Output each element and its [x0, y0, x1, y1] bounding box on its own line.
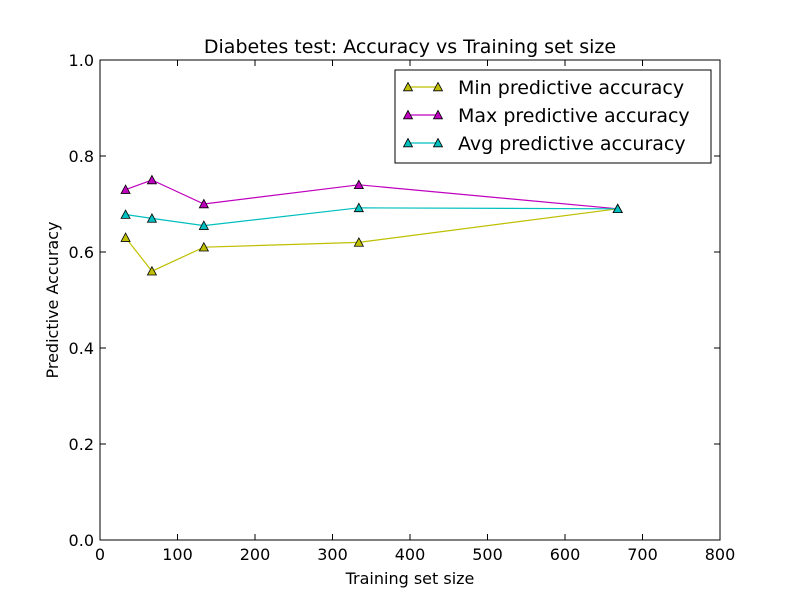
- x-axis-label: Training set size: [345, 569, 475, 588]
- data-point: [198, 241, 210, 252]
- legend-marker: [402, 137, 414, 148]
- x-tick-label: 800: [705, 545, 736, 564]
- series-2: [120, 202, 623, 230]
- y-axis: 0.0 0.2 0.4 0.6 0.8 1.0: [69, 51, 720, 550]
- data-point: [146, 265, 158, 276]
- legend: Min predictive accuracy Max predictive ac…: [394, 69, 712, 164]
- data-point: [146, 213, 158, 223]
- x-tick-label: 400: [395, 545, 426, 564]
- data-point: [353, 179, 365, 190]
- data-point: [146, 174, 158, 185]
- data-point: [120, 184, 131, 194]
- y-tick-label: 0.8: [69, 147, 94, 166]
- data-point: [198, 198, 210, 209]
- legend-marker: [402, 81, 414, 92]
- legend-item: Min predictive accuracy: [402, 77, 684, 99]
- x-tick-label: 100: [162, 545, 193, 564]
- x-tick-label: 300: [317, 545, 348, 564]
- data-point: [120, 232, 131, 242]
- legend-marker: [432, 109, 444, 120]
- y-tick-label: 0.4: [69, 339, 94, 358]
- legend-label: Avg predictive accuracy: [458, 133, 686, 155]
- y-tick-label: 1.0: [69, 51, 94, 70]
- legend-marker: [432, 137, 444, 148]
- data-point: [612, 203, 623, 214]
- x-tick-label: 500: [472, 545, 503, 564]
- data-point: [198, 220, 210, 230]
- data-point: [353, 237, 365, 247]
- legend-item: Max predictive accuracy: [402, 105, 690, 127]
- legend-marker: [402, 109, 414, 120]
- y-tick-label: 0.6: [69, 243, 94, 262]
- x-tick-label: 0: [95, 545, 105, 564]
- legend-label: Max predictive accuracy: [458, 105, 690, 127]
- plot-series: [120, 174, 623, 276]
- x-tick-label: 700: [627, 545, 658, 564]
- legend-marker: [432, 81, 444, 92]
- legend-item: Avg predictive accuracy: [402, 133, 686, 155]
- y-axis-label: Predictive Accuracy: [43, 222, 62, 379]
- data-point: [353, 202, 365, 213]
- data-point: [120, 209, 131, 219]
- y-tick-label: 0.2: [69, 435, 94, 454]
- x-tick-label: 600: [550, 545, 581, 564]
- legend-box: [394, 69, 712, 164]
- x-tick-label: 200: [240, 545, 271, 564]
- x-axis: 0 100 200 300 400 500 600 700 800: [95, 60, 735, 564]
- chart-title: Diabetes test: Accuracy vs Training set …: [204, 36, 616, 58]
- legend-label: Min predictive accuracy: [458, 77, 684, 99]
- y-tick-label: 0.0: [69, 531, 94, 550]
